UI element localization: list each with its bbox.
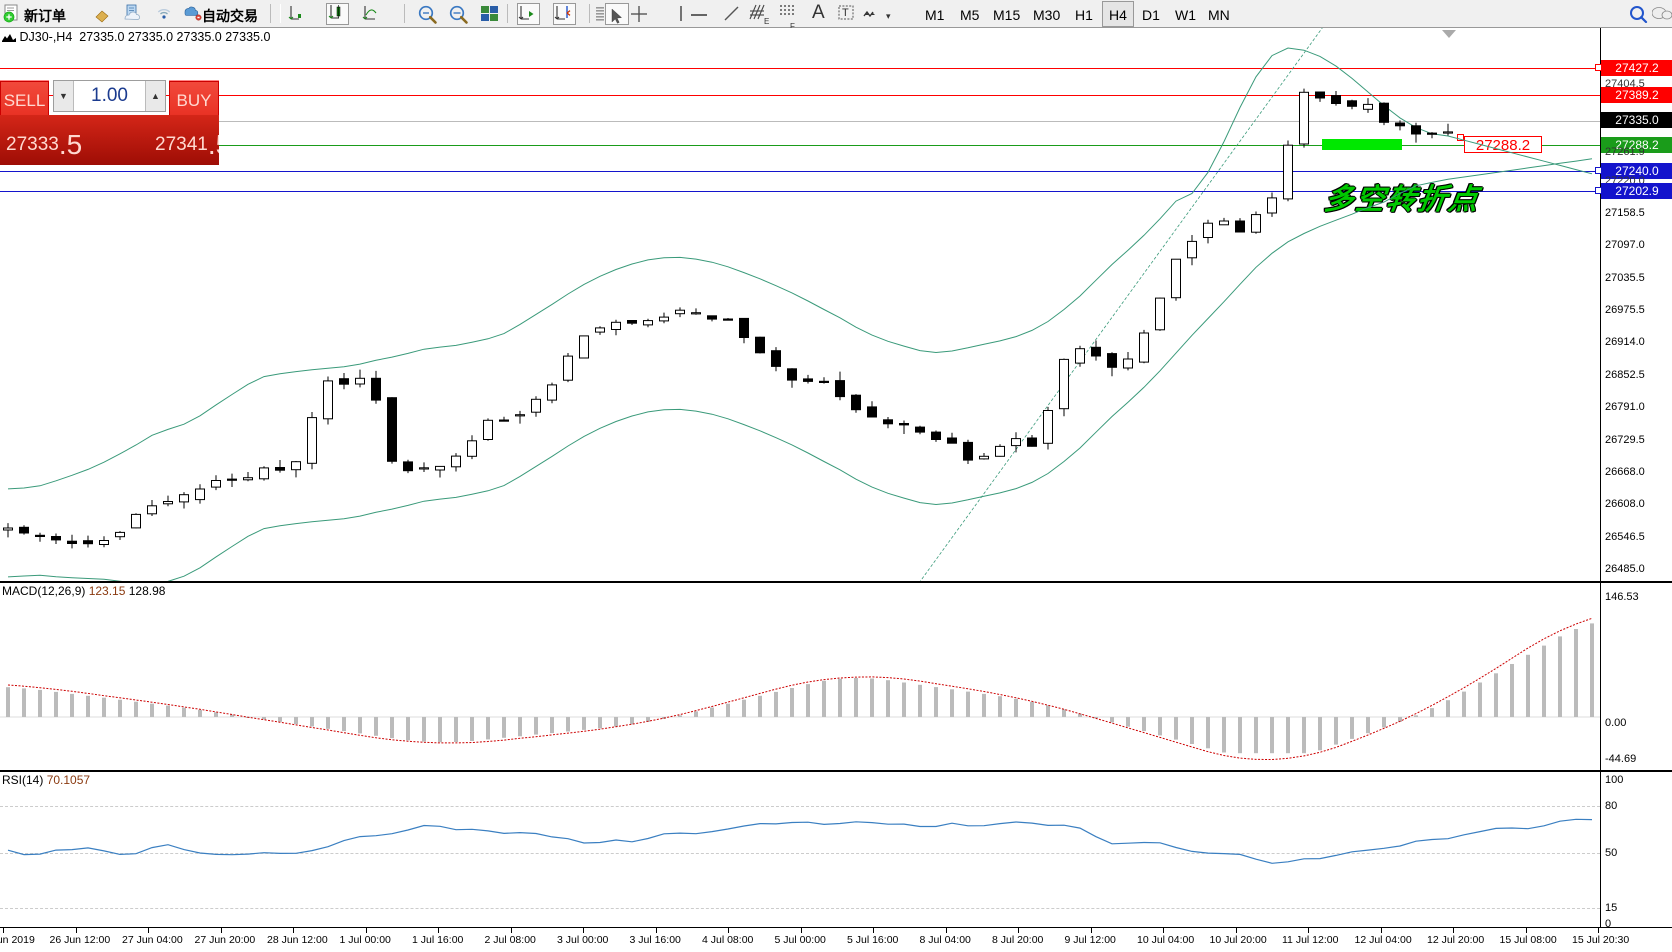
svg-text:E: E	[764, 17, 769, 26]
svg-text:T: T	[842, 7, 849, 19]
